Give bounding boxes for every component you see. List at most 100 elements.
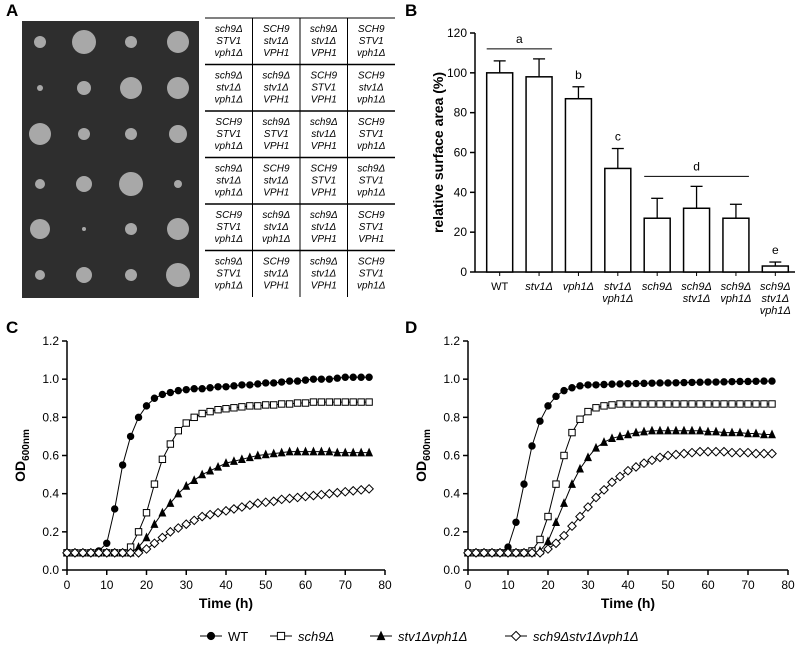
marker — [624, 429, 632, 439]
marker — [672, 400, 680, 408]
x-tick-label: 50 — [661, 578, 675, 592]
marker — [680, 425, 688, 435]
marker — [568, 479, 576, 488]
table-cell-text: vph1Δ — [262, 234, 291, 245]
y-tick-label: 0.8 — [42, 410, 59, 424]
x-tick-label: 0 — [465, 578, 472, 592]
annotation: a — [516, 32, 523, 46]
legend-label: stv1Δvph1Δ — [398, 629, 467, 644]
marker — [599, 484, 609, 495]
marker — [301, 446, 310, 456]
marker — [591, 492, 601, 503]
marker — [270, 401, 278, 409]
x-tick-label: sch9Δ — [760, 281, 791, 293]
marker — [300, 491, 311, 502]
marker — [576, 415, 584, 423]
bar — [525, 76, 553, 273]
marker — [744, 400, 752, 408]
marker — [736, 377, 744, 386]
table-cell-text: vph1Δ — [215, 234, 244, 245]
marker — [214, 406, 222, 414]
marker — [575, 511, 585, 522]
y-tick-label: 0.6 — [42, 449, 59, 463]
marker — [166, 388, 175, 397]
y-tick-label: 0.2 — [42, 525, 59, 539]
table-cell-text: STV1 — [216, 129, 241, 140]
marker — [568, 384, 576, 392]
marker — [206, 465, 215, 475]
table-cell-text: stv1Δ — [216, 83, 241, 94]
marker — [663, 450, 673, 461]
x-tick-label: vph1Δ — [720, 293, 751, 305]
table-cell-text: vph1Δ — [357, 141, 386, 152]
marker — [704, 426, 712, 436]
marker — [198, 385, 206, 393]
table-cell-text: VPH1 — [263, 141, 289, 152]
marker — [206, 631, 216, 641]
x-tick-label: vph1Δ — [760, 305, 791, 317]
marker — [230, 382, 238, 390]
table-cell-text: stv1Δ — [264, 222, 289, 233]
x-tick-label: 20 — [140, 578, 154, 592]
bar — [643, 217, 671, 273]
marker — [134, 528, 143, 536]
table-cell-text: sch9Δ — [310, 117, 338, 128]
marker — [190, 385, 198, 393]
colony — [125, 223, 137, 235]
marker — [615, 471, 625, 482]
marker — [527, 547, 537, 558]
y-axis-title-main: OD — [413, 461, 429, 482]
y-tick-label: 20 — [454, 225, 468, 239]
marker — [238, 381, 246, 389]
marker — [744, 428, 752, 438]
colony — [34, 36, 46, 48]
colony — [167, 77, 189, 99]
marker — [528, 442, 536, 450]
marker — [293, 399, 302, 407]
x-tick-label: vph1Δ — [602, 293, 633, 305]
marker — [341, 447, 350, 457]
marker — [229, 504, 239, 514]
colony — [174, 180, 182, 188]
marker — [720, 427, 728, 437]
y-tick-label: 120 — [447, 26, 467, 40]
marker — [174, 426, 183, 435]
marker — [743, 447, 753, 458]
table-cell-text: vph1Δ — [357, 95, 386, 106]
y-tick-label: 1.0 — [42, 372, 59, 386]
x-tick-label: 10 — [100, 578, 114, 592]
x-tick-label: WT — [491, 281, 508, 293]
table-cell-text: vph1Δ — [215, 48, 244, 59]
colony — [169, 125, 187, 143]
marker — [158, 507, 167, 517]
y-tick-label: 0.6 — [443, 449, 460, 463]
marker — [357, 373, 365, 381]
marker — [309, 398, 318, 406]
marker — [276, 631, 286, 641]
marker — [149, 538, 160, 549]
annotation: d — [693, 159, 700, 173]
table-cell-text: stv1Δ — [216, 176, 241, 187]
x-tick-label: sch9Δ — [721, 281, 752, 293]
marker — [648, 400, 656, 408]
marker — [487, 547, 497, 558]
marker — [262, 379, 270, 387]
marker — [309, 375, 318, 383]
table-cell-text: stv1Δ — [264, 36, 289, 47]
marker — [325, 375, 334, 383]
marker — [735, 447, 745, 458]
marker — [222, 383, 230, 391]
table-cell-text: sch9Δ — [215, 164, 243, 175]
x-tick-label: 30 — [581, 578, 595, 592]
marker — [70, 547, 80, 558]
table-cell-text: SCH9 — [358, 71, 385, 82]
marker — [544, 402, 552, 410]
marker — [325, 446, 334, 456]
marker — [544, 536, 552, 546]
legend-label: WT — [228, 629, 248, 644]
x-tick-label: sch9Δ — [681, 281, 712, 293]
marker — [103, 539, 111, 547]
table-cell-text: VPH1 — [263, 281, 289, 292]
table-cell-text: VPH1 — [263, 48, 289, 59]
marker — [760, 429, 768, 439]
